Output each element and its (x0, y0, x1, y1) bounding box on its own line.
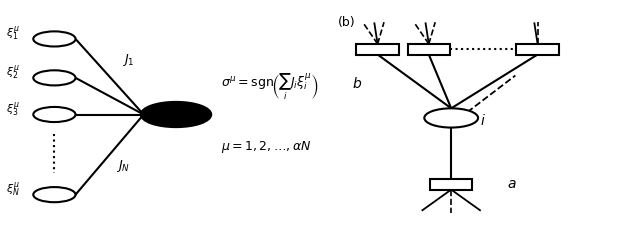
Circle shape (33, 187, 76, 202)
Text: $\xi_1^\mu$: $\xi_1^\mu$ (6, 25, 20, 44)
Bar (430, 179, 472, 190)
Circle shape (141, 102, 211, 127)
Text: $i$: $i$ (480, 113, 486, 128)
Bar (408, 44, 450, 55)
Text: (b): (b) (338, 16, 356, 29)
Text: $J_N$: $J_N$ (116, 158, 131, 174)
Text: $J_1$: $J_1$ (122, 52, 134, 68)
Text: $a$: $a$ (508, 177, 516, 191)
Text: $\xi_N^\mu$: $\xi_N^\mu$ (6, 181, 20, 199)
Bar (516, 44, 559, 55)
Circle shape (424, 108, 478, 128)
Circle shape (33, 31, 76, 46)
Text: $\xi_2^\mu$: $\xi_2^\mu$ (6, 64, 20, 82)
Text: $\mu = 1, 2, \ldots, \alpha N$: $\mu = 1, 2, \ldots, \alpha N$ (221, 139, 311, 155)
Bar (356, 44, 399, 55)
Circle shape (33, 70, 76, 85)
Circle shape (33, 107, 76, 122)
Text: $b$: $b$ (352, 76, 362, 91)
Text: $\sigma^\mu = \mathrm{sgn}\!\left(\sum_i J_i \xi_i^\mu\right)$: $\sigma^\mu = \mathrm{sgn}\!\left(\sum_i… (221, 72, 319, 102)
Text: $\xi_3^\mu$: $\xi_3^\mu$ (6, 101, 20, 119)
